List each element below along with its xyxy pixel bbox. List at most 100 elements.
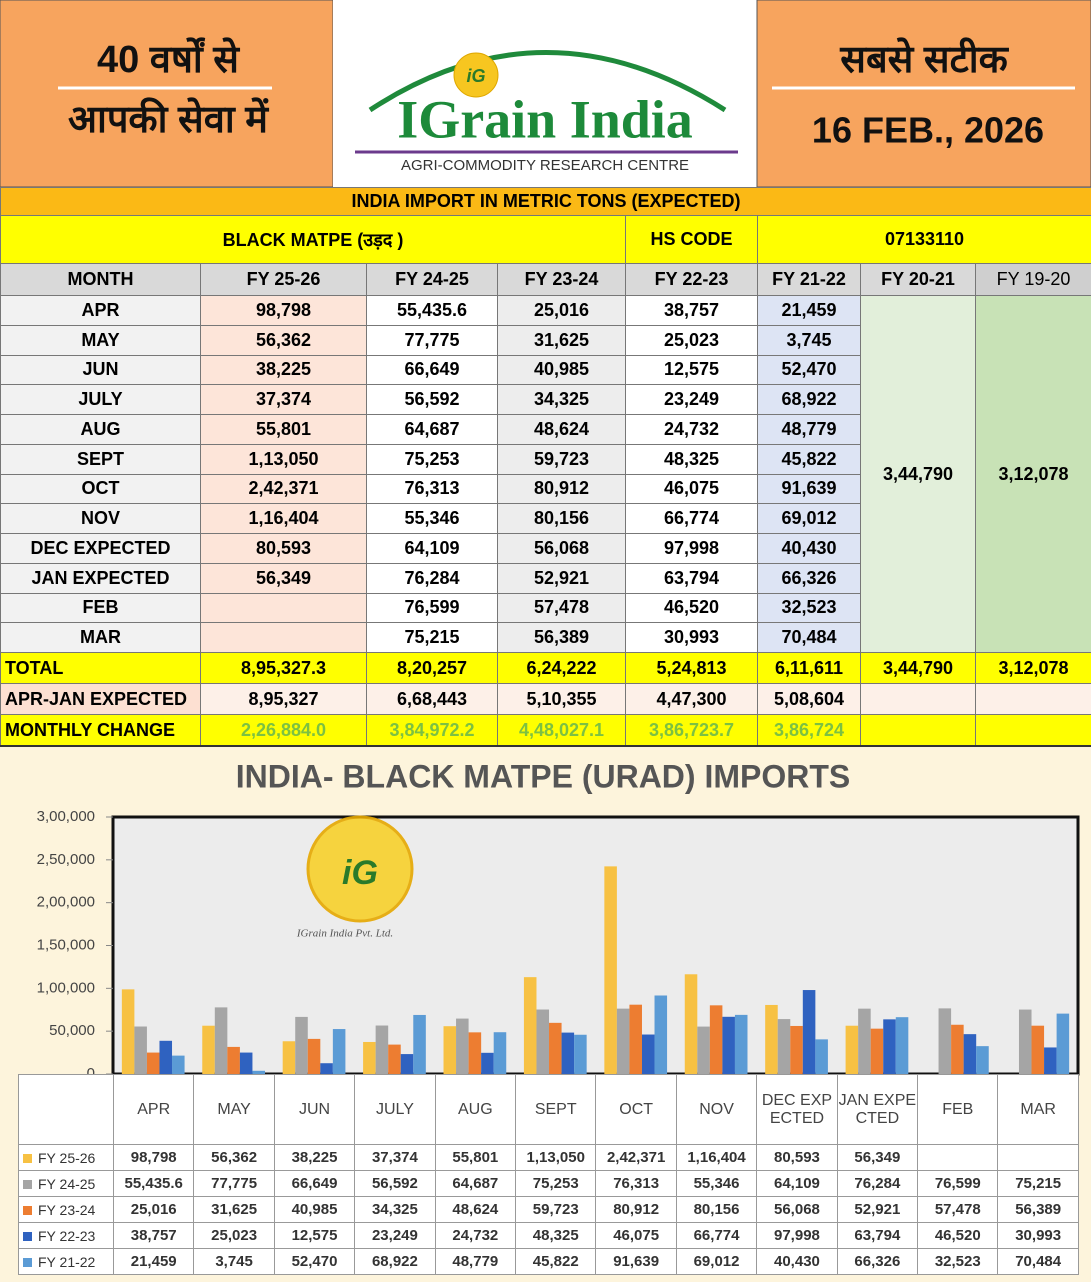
value-cell: 57,478	[498, 593, 626, 623]
legend-swatch	[23, 1232, 32, 1241]
bar	[308, 1039, 321, 1074]
summary-value	[976, 715, 1091, 746]
data-label: 52,921	[837, 1197, 917, 1223]
summary-label: MONTHLY CHANGE	[1, 715, 201, 746]
right-line1: सबसे सटीक	[839, 37, 1009, 81]
logo-subtitle: AGRI-COMMODITY RESEARCH CENTRE	[401, 157, 689, 174]
bar	[376, 1026, 389, 1074]
merged-cell: 3,12,078	[976, 296, 1091, 653]
bar	[215, 1007, 228, 1074]
value-cell: 98,798	[201, 296, 367, 326]
bar	[134, 1027, 147, 1074]
hs-code: 07133110	[758, 216, 1091, 264]
value-cell: 3,745	[758, 325, 861, 355]
value-cell: 66,326	[758, 563, 861, 593]
value-cell: 32,523	[758, 593, 861, 623]
value-cell: 48,624	[498, 415, 626, 445]
left-panel	[0, 0, 333, 187]
bar	[710, 1005, 723, 1074]
summary-value: 3,86,723.7	[626, 715, 758, 746]
bar	[494, 1032, 507, 1074]
value-cell: 59,723	[498, 444, 626, 474]
bar	[333, 1029, 346, 1074]
value-cell: 1,13,050	[201, 444, 367, 474]
bar	[642, 1035, 655, 1074]
bar	[951, 1025, 964, 1074]
value-cell: 23,249	[626, 385, 758, 415]
date: 16 FEB., 2026	[812, 110, 1044, 151]
data-label: 3,745	[194, 1249, 274, 1275]
data-label: 31,625	[194, 1197, 274, 1223]
y-tick-label: 1,00,000	[37, 979, 95, 996]
import-table: INDIA IMPORT IN METRIC TONS (EXPECTED)BL…	[0, 187, 1091, 746]
bar	[295, 1017, 308, 1074]
value-cell: 38,757	[626, 296, 758, 326]
data-label: 56,362	[194, 1145, 274, 1171]
value-cell: 55,346	[367, 504, 498, 534]
commodity: BLACK MATPE (उड़द )	[1, 216, 626, 264]
value-cell: 52,470	[758, 355, 861, 385]
data-label: 55,346	[676, 1171, 756, 1197]
value-cell: 76,599	[367, 593, 498, 623]
bar	[202, 1026, 215, 1074]
logo-badge-text: iG	[466, 66, 485, 86]
value-cell: 76,313	[367, 474, 498, 504]
value-cell: 2,42,371	[201, 474, 367, 504]
y-tick-label: 1,50,000	[37, 936, 95, 953]
data-label: 70,484	[998, 1249, 1078, 1275]
data-label: 63,794	[837, 1223, 917, 1249]
value-cell: 46,520	[626, 593, 758, 623]
bar	[469, 1032, 482, 1074]
watermark-badge: iG	[342, 854, 378, 892]
month-cell: JAN EXPECTED	[1, 563, 201, 593]
y-tick-label: 2,50,000	[37, 851, 95, 868]
data-label: 55,435.6	[114, 1171, 194, 1197]
bar	[655, 995, 668, 1074]
legend-entry: FY 21-22	[19, 1249, 114, 1275]
value-cell: 37,374	[201, 385, 367, 415]
data-label: 59,723	[516, 1197, 596, 1223]
data-label: 25,023	[194, 1223, 274, 1249]
data-label: 64,687	[435, 1171, 515, 1197]
data-label: 66,649	[274, 1171, 354, 1197]
data-label: 80,593	[757, 1145, 837, 1171]
legend-swatch	[23, 1206, 32, 1215]
data-label: 21,459	[114, 1249, 194, 1275]
bar	[697, 1027, 710, 1074]
bar	[227, 1047, 240, 1074]
value-cell	[201, 593, 367, 623]
value-cell: 77,775	[367, 325, 498, 355]
bar	[790, 1026, 803, 1074]
bar	[803, 990, 816, 1074]
bar	[524, 977, 537, 1074]
month-cell: NOV	[1, 504, 201, 534]
data-label: 52,470	[274, 1249, 354, 1275]
column-header: MONTH	[1, 264, 201, 296]
y-tick-label: 50,000	[49, 1022, 95, 1039]
x-tick-label: AUG	[435, 1075, 515, 1145]
hs-label: HS CODE	[626, 216, 758, 264]
bar	[283, 1041, 296, 1074]
legend-entry: FY 23-24	[19, 1197, 114, 1223]
value-cell: 70,484	[758, 623, 861, 653]
month-cell: AUG	[1, 415, 201, 445]
data-label: 66,774	[676, 1223, 756, 1249]
summary-value	[861, 684, 976, 715]
value-cell: 12,575	[626, 355, 758, 385]
legend-swatch	[23, 1180, 32, 1189]
value-cell: 24,732	[626, 415, 758, 445]
data-label: 45,822	[516, 1249, 596, 1275]
corner	[19, 1075, 114, 1145]
value-cell: 40,430	[758, 534, 861, 564]
legend-swatch	[23, 1258, 32, 1267]
bar	[481, 1053, 494, 1074]
value-cell: 1,16,404	[201, 504, 367, 534]
bar	[964, 1034, 977, 1074]
y-tick-label: 2,00,000	[37, 894, 95, 911]
value-cell: 55,435.6	[367, 296, 498, 326]
x-tick-label: JUN	[274, 1075, 354, 1145]
